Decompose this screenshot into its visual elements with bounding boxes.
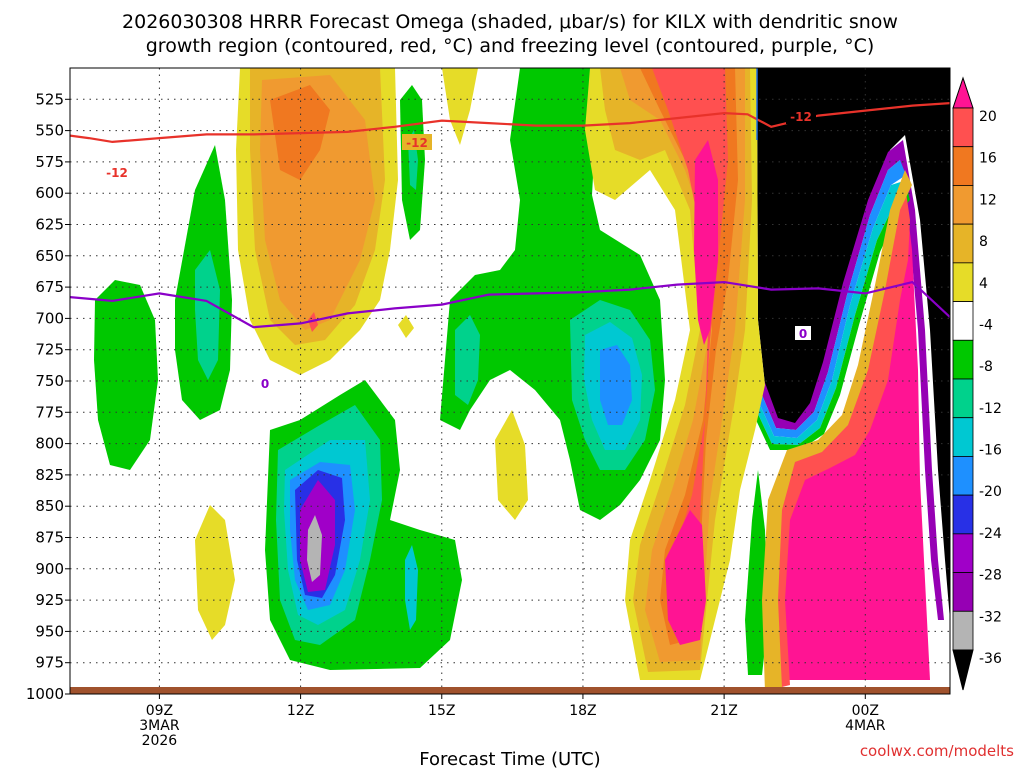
colorbar-label-7: -12 xyxy=(979,401,1002,417)
colorbar-label-9: -20 xyxy=(979,484,1002,500)
colorbar-box-8 xyxy=(952,417,974,457)
colorbar-box-12 xyxy=(952,572,974,612)
y-tick-label-550: 550 xyxy=(35,122,64,140)
omega-region-cyan-small-mid xyxy=(405,545,418,630)
colorbar-box-10 xyxy=(952,494,974,535)
x-axis-label: Forecast Time (UTC) xyxy=(419,749,600,768)
plot-area xyxy=(70,68,950,694)
omega-region-blue-center xyxy=(600,345,632,425)
freezing-level-0-contour xyxy=(70,280,950,329)
omega-shading xyxy=(94,68,950,692)
colorbar-box-4 xyxy=(952,262,974,302)
omega-region-strong-negative xyxy=(757,68,950,620)
colorbar-box-0 xyxy=(952,107,974,148)
colorbar-label-5: -4 xyxy=(979,317,993,333)
y-tick-label-950: 950 xyxy=(35,622,64,640)
y-axis: 525 550 575 600 625 650 675 700 725 750 775 800 825 8… xyxy=(26,90,70,703)
colorbar-label-0: 20 xyxy=(979,109,997,125)
colorbar-label-1: 16 xyxy=(979,151,997,167)
omega-region-yellow-small-mid xyxy=(398,315,414,338)
source-credit: coolwx.com/modelts xyxy=(860,742,1014,760)
colorbar-box-11 xyxy=(952,533,974,573)
contour-label-0-a: 0 xyxy=(261,377,269,391)
x-tick-label-15Z-1: 15Z xyxy=(428,703,455,719)
x-tick-label-09Z-2: 3MAR xyxy=(139,718,180,734)
x-tick-label-18Z-1: 18Z xyxy=(569,703,596,719)
colorbar-box-13 xyxy=(952,610,974,651)
y-tick-label-850: 850 xyxy=(35,497,64,515)
colorbar-label-2: 12 xyxy=(979,192,997,208)
y-tick-label-600: 600 xyxy=(35,184,64,202)
omega-region-minus12 xyxy=(758,180,908,445)
omega-region-pink-right-lower xyxy=(665,510,706,645)
colorbar: 20 16 12 8 4 -4 -8 -12 -16 -20 -24 -28 -32 -36 xyxy=(952,76,1002,691)
colorbar-label-12: -32 xyxy=(979,609,1002,625)
chart-title-line1: 2026030308 HRRR Forecast Omega (shaded, … xyxy=(122,11,898,33)
omega-region-gray-core xyxy=(307,515,322,582)
y-tick-label-650: 650 xyxy=(35,247,64,265)
y-tick-label-725: 725 xyxy=(35,341,64,359)
omega-region-green-far-left xyxy=(94,280,158,470)
y-tick-label-825: 825 xyxy=(35,466,64,484)
colorbar-box-9 xyxy=(952,456,974,496)
omega-region-yellow-mid-small xyxy=(495,410,528,520)
x-tick-label-00Z-1: 00Z xyxy=(852,703,879,719)
x-tick-label-09Z-3: 2026 xyxy=(142,733,178,749)
y-tick-label-975: 975 xyxy=(35,654,64,672)
omega-region-teal-left xyxy=(455,315,480,405)
contour-label-minus12-b: -12 xyxy=(406,136,428,150)
y-tick-label-875: 875 xyxy=(35,529,64,547)
y-tick-label-575: 575 xyxy=(35,153,64,171)
colorbar-label-3: 8 xyxy=(979,234,988,250)
time-gridlines xyxy=(158,68,866,694)
colorbar-box-7 xyxy=(952,378,974,419)
y-tick-label-1000: 1000 xyxy=(26,685,64,703)
colorbar-box-2 xyxy=(952,185,974,225)
colorbar-label-6: -8 xyxy=(979,359,993,375)
y-tick-label-525: 525 xyxy=(35,90,64,108)
y-tick-label-675: 675 xyxy=(35,278,64,296)
chart-title-line2: growth region (contoured, red, °C) and f… xyxy=(146,35,875,57)
colorbar-label-11: -28 xyxy=(979,568,1002,584)
y-tick-label-900: 900 xyxy=(35,560,64,578)
x-tick-label-12Z-1: 12Z xyxy=(287,703,314,719)
colorbar-box-1 xyxy=(952,146,974,186)
colorbar-label-4: 4 xyxy=(979,276,988,292)
colorbar-top-triangle xyxy=(952,76,974,109)
omega-region-minus20 xyxy=(760,160,906,438)
omega-region-yellow-top-mid xyxy=(442,68,478,145)
y-tick-label-750: 750 xyxy=(35,372,64,390)
contour-labels: -12 -12 -12 0 0 xyxy=(102,108,816,391)
omega-region-red-small xyxy=(308,312,318,332)
x-tick-label-21Z-1: 21Z xyxy=(710,703,737,719)
omega-region-pink-right-upper xyxy=(694,140,718,345)
omega-region-teal-left-blob xyxy=(195,250,220,380)
colorbar-box-3 xyxy=(952,223,974,264)
colorbar-box-6 xyxy=(952,339,974,380)
y-tick-label-800: 800 xyxy=(35,435,64,453)
y-tick-label-700: 700 xyxy=(35,309,64,327)
ground-surface xyxy=(70,687,950,694)
y-tick-label-775: 775 xyxy=(35,403,64,421)
x-tick-label-00Z-2: 4MAR xyxy=(845,718,886,734)
y-tick-label-925: 925 xyxy=(35,591,64,609)
colorbar-label-13: -36 xyxy=(979,651,1002,667)
y-tick-label-625: 625 xyxy=(35,216,64,234)
contour-label-minus12-c: -12 xyxy=(790,110,812,124)
colorbar-label-8: -16 xyxy=(979,443,1002,459)
contour-label-0-b: 0 xyxy=(799,327,807,341)
x-tick-label-09Z-1: 09Z xyxy=(146,703,173,719)
omega-region-green-thin-right xyxy=(745,470,768,675)
colorbar-label-10: -24 xyxy=(979,526,1002,542)
contour-label-minus12-a: -12 xyxy=(106,166,128,180)
omega-region-gold-lower-right xyxy=(762,170,912,692)
colorbar-box-5 xyxy=(952,301,974,341)
colorbar-bottom-triangle xyxy=(952,649,974,691)
omega-region-yellow-left-small xyxy=(195,505,235,640)
